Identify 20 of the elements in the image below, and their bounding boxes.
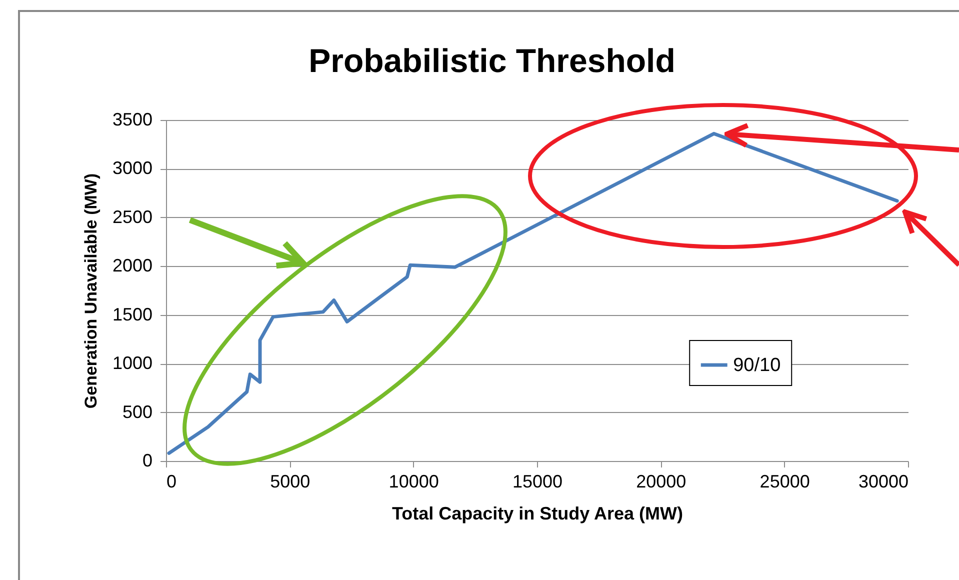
y-tick-label: 1500 [112, 304, 152, 324]
y-tick-label: 3000 [112, 158, 152, 178]
y-tick-label: 2500 [112, 206, 152, 227]
y-tick-label: 0 [142, 450, 152, 470]
x-tick-label: 15000 [512, 472, 563, 492]
y-tick-label: 1000 [112, 353, 152, 374]
legend-label: 90/10 [733, 354, 781, 376]
x-tick-label: 0 [166, 472, 177, 492]
x-tick-label: 10000 [388, 472, 439, 492]
line-series [167, 132, 899, 455]
x-tick-label: 20000 [636, 472, 686, 492]
x-tick-label: 5000 [270, 472, 310, 492]
x-tick-label: 30000 [858, 472, 908, 492]
x-tick-label: 25000 [760, 472, 810, 492]
x-axis-title: Total Capacity in Study Area (MW) [392, 504, 684, 524]
chart-title: Probabilistic Threshold [308, 42, 676, 79]
y-tick-label: 2000 [112, 256, 152, 276]
y-tick-label: 3500 [112, 110, 152, 130]
y-tick-label: 500 [122, 402, 152, 422]
y-axis-title: Generation Unavailable (MW) [81, 173, 100, 409]
